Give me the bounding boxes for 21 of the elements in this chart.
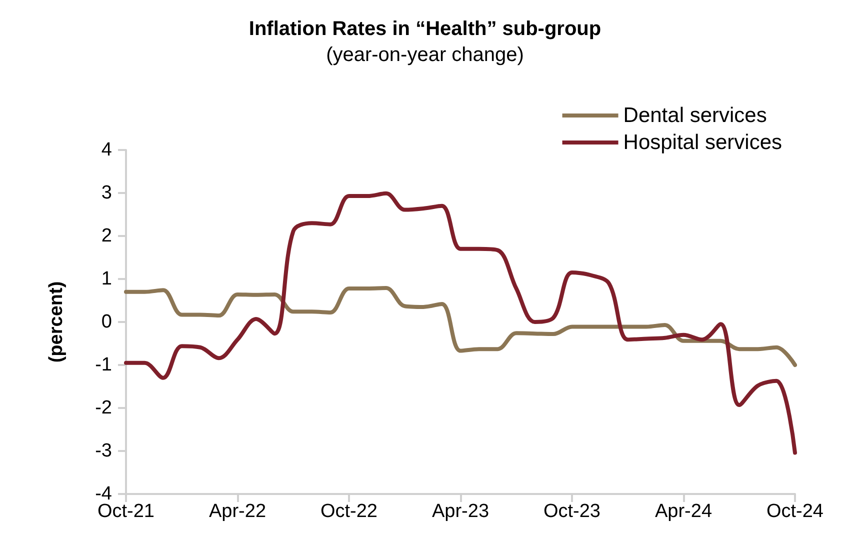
y-tick-label: 3: [101, 182, 112, 204]
legend-label: Dental services: [623, 104, 767, 127]
x-tick-label: Oct-24: [766, 501, 824, 522]
y-tick-label: 2: [101, 226, 112, 246]
x-tick-label: Oct-22: [320, 501, 378, 522]
chart-title: Inflation Rates in “Health” sub-group: [248, 18, 602, 40]
y-tick-label: 4: [101, 140, 112, 160]
y-tick-label: -1: [95, 354, 112, 376]
x-tick-label: Apr-22: [208, 501, 266, 522]
chart-subtitle: (year-on-year change): [326, 44, 524, 66]
y-tick-label: 0: [101, 312, 112, 332]
x-tick-label: Oct-23: [543, 501, 601, 522]
legend-label: Hospital services: [623, 131, 782, 154]
y-tick-label: 1: [101, 268, 112, 290]
y-tick-label: -3: [95, 440, 112, 462]
x-tick-label: Apr-23: [432, 501, 490, 522]
x-tick-label: Apr-24: [654, 501, 712, 522]
line-series: [124, 286, 797, 367]
y-axis-title: (percent): [46, 281, 67, 363]
line-series: [124, 191, 797, 455]
y-tick-label: -2: [95, 398, 112, 418]
